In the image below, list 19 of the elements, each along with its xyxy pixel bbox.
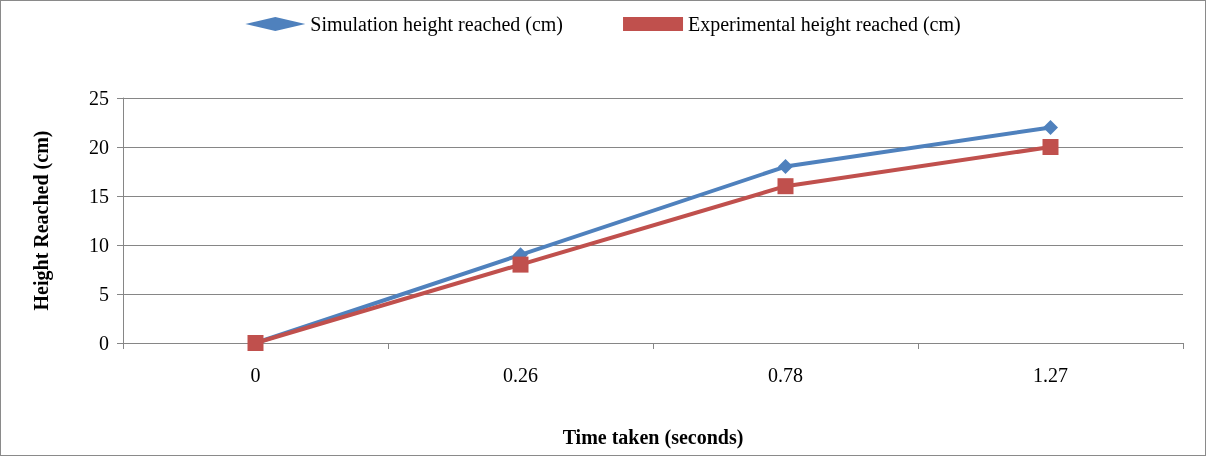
- x-tick-label: 0.78: [768, 364, 803, 386]
- point: [1042, 139, 1059, 155]
- x-tick-label: 1.27: [1033, 364, 1068, 386]
- y-tick-label: 10: [89, 234, 109, 256]
- x-axis-title: Time taken (seconds): [562, 426, 744, 449]
- y-tick-label: 25: [89, 87, 109, 109]
- legend-label: Simulation height reached (cm): [310, 13, 564, 36]
- y-tick-label: 15: [89, 185, 109, 207]
- y-tick-label: 5: [99, 283, 109, 305]
- point: [1043, 119, 1058, 135]
- y-tick-label: 0: [99, 332, 109, 354]
- x-tick-label: 0.26: [503, 364, 538, 386]
- legend-label: Experimental height reached (cm): [688, 13, 961, 36]
- point: [778, 159, 793, 175]
- point: [512, 256, 529, 273]
- y-axis-title: Height Reached (cm): [30, 130, 53, 311]
- point: [777, 178, 794, 195]
- y-tick-label: 20: [89, 136, 109, 158]
- x-tick-label: 0: [250, 364, 261, 386]
